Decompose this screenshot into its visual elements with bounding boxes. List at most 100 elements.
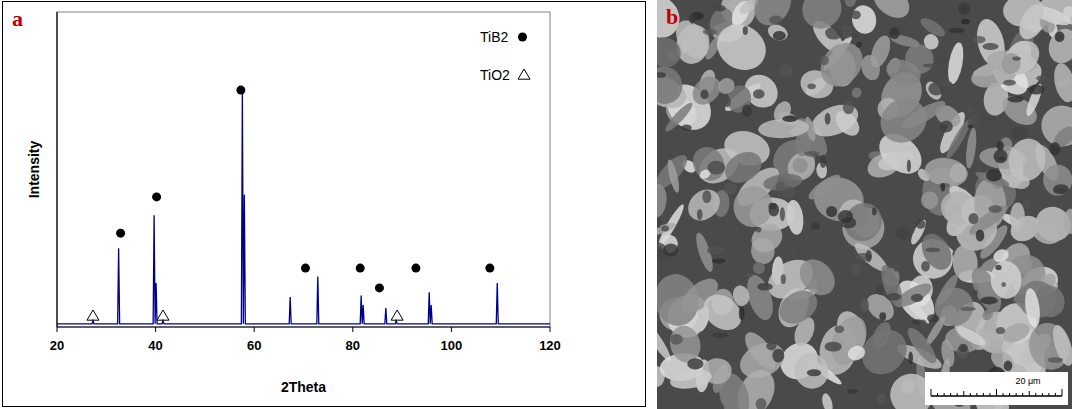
pore xyxy=(743,26,748,35)
sem-background xyxy=(657,0,1072,409)
pore xyxy=(1011,127,1028,140)
pore xyxy=(689,14,696,24)
pore xyxy=(916,220,926,229)
panel-frame xyxy=(3,2,646,407)
x-tick xyxy=(155,327,156,332)
scale-bar-tick xyxy=(931,389,932,396)
phase-marker xyxy=(391,310,403,320)
pore xyxy=(707,246,725,255)
phase-marker xyxy=(375,283,384,292)
pore xyxy=(895,226,911,239)
pore xyxy=(940,120,953,132)
scale-bar-tick xyxy=(983,393,984,396)
pore xyxy=(772,349,784,363)
pore xyxy=(886,293,901,300)
pore xyxy=(702,190,711,203)
x-tick-label: 120 xyxy=(539,338,561,353)
pore xyxy=(779,64,793,77)
particle xyxy=(974,169,1010,189)
pore xyxy=(1053,184,1069,194)
pore xyxy=(908,229,914,233)
pore xyxy=(973,290,978,296)
y-axis xyxy=(56,12,57,327)
legend: TiB2TiO2 xyxy=(480,29,530,83)
pore xyxy=(724,183,738,195)
particle xyxy=(850,86,863,99)
pore xyxy=(820,56,829,66)
pore xyxy=(826,206,837,217)
pore xyxy=(872,207,877,215)
particle xyxy=(657,61,688,109)
particle xyxy=(846,344,867,363)
pore xyxy=(911,294,923,302)
particle xyxy=(820,392,834,409)
x-tick-label: 40 xyxy=(148,338,162,353)
pore xyxy=(703,29,717,35)
x-axis xyxy=(57,326,550,327)
particle xyxy=(752,261,766,275)
panel-letter: a xyxy=(12,6,23,31)
scale-bar-tick xyxy=(976,393,977,396)
particle xyxy=(687,141,731,187)
pore xyxy=(851,10,861,19)
pore xyxy=(742,104,752,117)
pore xyxy=(769,203,780,217)
pore xyxy=(893,264,899,272)
pore xyxy=(757,283,773,291)
scale-bar-tick xyxy=(937,393,938,396)
particle xyxy=(844,0,856,7)
particle xyxy=(657,32,686,72)
particle xyxy=(715,75,738,97)
pore xyxy=(756,398,767,409)
particle xyxy=(837,196,889,249)
figure: 204060801001202ThetaIntensityaTiB2TiO2b2… xyxy=(0,0,1072,409)
pore xyxy=(835,325,845,333)
pore xyxy=(1036,76,1047,82)
pore xyxy=(661,226,669,232)
particle xyxy=(997,34,1046,82)
x-tick-label: 60 xyxy=(247,338,261,353)
x-axis-title: 2Theta xyxy=(281,379,326,395)
pore xyxy=(753,89,765,98)
pore xyxy=(780,207,785,221)
pore xyxy=(1049,142,1060,156)
pore xyxy=(1022,199,1029,209)
pore xyxy=(712,333,728,338)
particle xyxy=(1009,202,1025,232)
pore xyxy=(825,342,842,352)
pore xyxy=(769,15,783,24)
particle xyxy=(1028,216,1064,248)
pore xyxy=(697,209,703,220)
pore xyxy=(876,284,884,295)
pattern-line xyxy=(57,92,550,324)
particle xyxy=(747,0,799,32)
x-tick xyxy=(57,327,58,332)
pore xyxy=(657,218,661,228)
particle xyxy=(792,157,809,174)
particle xyxy=(883,55,924,89)
particle xyxy=(916,229,958,275)
pore xyxy=(866,80,879,93)
pore xyxy=(995,265,1001,270)
pore xyxy=(725,96,731,107)
particle xyxy=(923,155,970,190)
scale-bar-tick xyxy=(970,393,971,396)
pore xyxy=(825,113,831,125)
scale-bar-tick xyxy=(1055,393,1056,396)
pore xyxy=(657,72,666,77)
particle xyxy=(964,127,978,169)
pore xyxy=(966,106,974,113)
pore xyxy=(936,58,949,64)
scale-bar-tick xyxy=(963,391,964,396)
particle xyxy=(758,117,810,139)
pore xyxy=(921,261,930,272)
particle xyxy=(746,218,788,258)
pore xyxy=(996,327,1005,334)
pore xyxy=(908,352,913,365)
pore xyxy=(670,334,683,345)
scale-bar-tick xyxy=(944,393,945,396)
particle xyxy=(1001,52,1021,74)
phase-marker xyxy=(116,229,125,238)
scale-bar-tick xyxy=(1016,393,1017,396)
pore xyxy=(860,299,869,312)
